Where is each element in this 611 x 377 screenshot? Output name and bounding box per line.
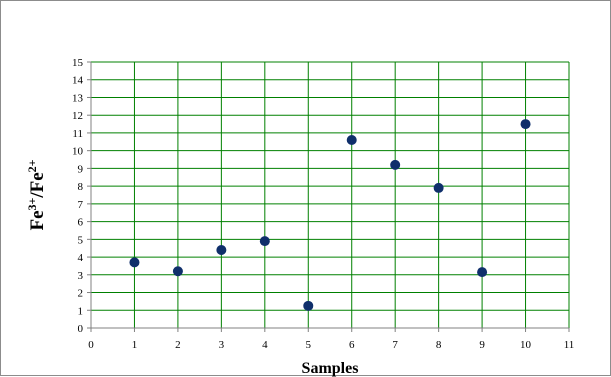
y-tick-label-11: 11 bbox=[72, 128, 83, 140]
y-axis-title-sup-2: 2+ bbox=[25, 159, 39, 172]
y-tick-label-0: 0 bbox=[78, 323, 84, 335]
x-tick-label-9: 9 bbox=[479, 339, 485, 351]
y-tick-label-14: 14 bbox=[72, 75, 84, 87]
x-tick-label-11: 11 bbox=[564, 339, 575, 351]
data-point-10 bbox=[520, 119, 531, 130]
y-axis-title-sup-1: 3+ bbox=[25, 197, 39, 210]
data-point-2 bbox=[172, 266, 183, 277]
axes bbox=[87, 61, 570, 332]
y-axis-title-sep: /Fe bbox=[27, 172, 48, 198]
y-tick-label-15: 15 bbox=[72, 57, 84, 69]
y-tick-label-6: 6 bbox=[78, 217, 84, 229]
x-tick-label-0: 0 bbox=[88, 339, 94, 351]
data-point-7 bbox=[390, 159, 401, 170]
data-point-5 bbox=[303, 300, 314, 311]
x-tick-label-7: 7 bbox=[392, 339, 398, 351]
grid-lines bbox=[91, 61, 570, 328]
y-tick-label-13: 13 bbox=[72, 92, 84, 104]
x-tick-label-3: 3 bbox=[219, 339, 225, 351]
plot-area bbox=[91, 62, 569, 328]
y-tick-label-12: 12 bbox=[72, 110, 83, 122]
y-tick-label-2: 2 bbox=[78, 288, 84, 300]
x-tick-label-10: 10 bbox=[520, 339, 532, 351]
x-tick-labels: 0 1 2 3 4 5 6 7 8 9 10 11 bbox=[88, 339, 574, 351]
y-tick-label-9: 9 bbox=[78, 163, 84, 175]
y-axis-title-base: Fe bbox=[27, 210, 48, 230]
data-points bbox=[129, 119, 531, 311]
y-tick-label-10: 10 bbox=[72, 146, 84, 158]
x-tick-label-2: 2 bbox=[175, 339, 181, 351]
x-tick-label-6: 6 bbox=[349, 339, 355, 351]
x-tick-label-5: 5 bbox=[306, 339, 312, 351]
x-tick-label-1: 1 bbox=[132, 339, 138, 351]
y-tick-label-8: 8 bbox=[78, 181, 84, 193]
y-tick-label-4: 4 bbox=[78, 252, 84, 264]
y-tick-label-1: 1 bbox=[78, 305, 84, 317]
x-tick-label-4: 4 bbox=[262, 339, 268, 351]
data-point-8 bbox=[433, 182, 444, 193]
data-point-9 bbox=[477, 267, 488, 278]
data-point-3 bbox=[216, 244, 227, 255]
data-point-6 bbox=[346, 135, 357, 146]
data-point-1 bbox=[129, 257, 140, 268]
y-axis-title: Fe3+/Fe2+ bbox=[25, 159, 48, 230]
y-tick-label-3: 3 bbox=[78, 270, 84, 282]
data-point-4 bbox=[259, 236, 270, 247]
y-tick-label-7: 7 bbox=[78, 199, 84, 211]
y-tick-label-5: 5 bbox=[78, 234, 84, 246]
x-tick-label-8: 8 bbox=[436, 339, 442, 351]
x-axis-title: Samples bbox=[302, 360, 359, 377]
